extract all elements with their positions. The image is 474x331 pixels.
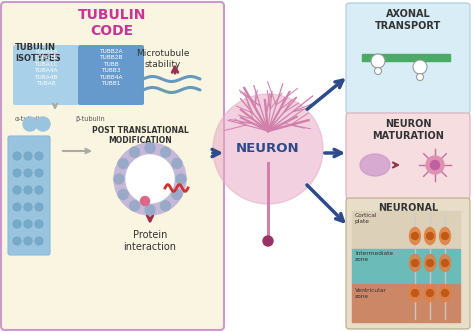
Circle shape (114, 143, 186, 215)
Circle shape (374, 68, 382, 74)
Circle shape (34, 202, 44, 212)
Bar (352, 284, 460, 322)
Circle shape (427, 290, 434, 297)
Text: NEURON
MATURATION: NEURON MATURATION (372, 119, 444, 141)
Text: α-tubulin: α-tubulin (15, 116, 45, 122)
Circle shape (441, 232, 448, 240)
Circle shape (417, 73, 423, 80)
Text: AXONAL
TRANSPORT: AXONAL TRANSPORT (375, 9, 441, 31)
Circle shape (161, 201, 171, 211)
Circle shape (118, 159, 128, 168)
Circle shape (145, 205, 155, 215)
FancyBboxPatch shape (13, 45, 79, 105)
Ellipse shape (439, 227, 450, 245)
Circle shape (411, 260, 419, 266)
Circle shape (23, 151, 33, 161)
Text: POST TRANSLATIONAL
MODIFICATION: POST TRANSLATIONAL MODIFICATION (91, 126, 188, 145)
Circle shape (129, 147, 139, 157)
Circle shape (34, 168, 44, 178)
Ellipse shape (360, 154, 390, 176)
Circle shape (12, 168, 22, 178)
Circle shape (427, 232, 434, 240)
Ellipse shape (410, 227, 420, 245)
Text: NEURON: NEURON (236, 141, 300, 155)
Circle shape (34, 151, 44, 161)
Circle shape (23, 117, 37, 131)
Circle shape (413, 60, 427, 74)
Text: TUBULIN
CODE: TUBULIN CODE (78, 8, 146, 38)
Circle shape (23, 219, 33, 229)
FancyBboxPatch shape (1, 2, 224, 330)
Circle shape (12, 202, 22, 212)
Circle shape (34, 185, 44, 195)
Circle shape (12, 151, 22, 161)
Ellipse shape (425, 285, 436, 302)
Circle shape (411, 232, 419, 240)
Text: Microtubule
stability: Microtubule stability (136, 49, 190, 69)
Bar (352, 211, 460, 249)
Ellipse shape (439, 285, 450, 302)
Text: TUBB2A
TUBB2B
TUBB
TUBB3
TUBB4A
TUBB1: TUBB2A TUBB2B TUBB TUBB3 TUBB4A TUBB1 (99, 49, 123, 86)
Circle shape (371, 54, 385, 68)
Circle shape (129, 201, 139, 211)
Text: TUBA1A
TUBA1B
TUBA1C
TUBA4A
TUBA4B
TUBA8: TUBA1A TUBA1B TUBA1C TUBA4A TUBA4B TUBA8 (34, 49, 58, 86)
Ellipse shape (425, 255, 436, 271)
Bar (362, 54, 450, 61)
FancyBboxPatch shape (346, 198, 470, 329)
Ellipse shape (410, 255, 420, 271)
Circle shape (12, 185, 22, 195)
FancyBboxPatch shape (346, 3, 470, 114)
Bar (352, 249, 460, 284)
Text: β-tubulin: β-tubulin (75, 116, 105, 122)
FancyBboxPatch shape (8, 136, 50, 255)
Circle shape (426, 156, 444, 174)
Text: NEURONAL
MIGRATION: NEURONAL MIGRATION (377, 203, 439, 225)
Text: Cortical
plate: Cortical plate (355, 213, 377, 224)
Circle shape (172, 159, 182, 168)
Circle shape (161, 147, 171, 157)
Circle shape (118, 190, 128, 200)
Text: Protein
interaction: Protein interaction (124, 230, 176, 253)
Circle shape (36, 117, 50, 131)
Circle shape (145, 143, 155, 153)
Circle shape (411, 290, 419, 297)
Circle shape (23, 202, 33, 212)
Circle shape (34, 219, 44, 229)
FancyBboxPatch shape (78, 45, 144, 105)
Ellipse shape (425, 227, 436, 245)
Text: TUBULIN
ISOTYPES: TUBULIN ISOTYPES (15, 43, 61, 63)
Circle shape (441, 260, 448, 266)
Circle shape (114, 174, 124, 184)
FancyBboxPatch shape (346, 113, 470, 199)
Circle shape (176, 174, 186, 184)
Circle shape (172, 190, 182, 200)
Circle shape (23, 236, 33, 246)
Circle shape (23, 185, 33, 195)
Circle shape (213, 94, 323, 204)
Circle shape (140, 197, 149, 206)
Circle shape (430, 161, 439, 169)
Circle shape (12, 236, 22, 246)
Circle shape (12, 219, 22, 229)
Circle shape (23, 168, 33, 178)
Ellipse shape (410, 285, 420, 302)
Circle shape (34, 236, 44, 246)
Circle shape (441, 290, 448, 297)
Circle shape (126, 155, 174, 203)
Circle shape (263, 236, 273, 246)
Ellipse shape (439, 255, 450, 271)
Text: Ventricular
zone: Ventricular zone (355, 288, 387, 299)
Circle shape (427, 260, 434, 266)
Text: Intermediate
zone: Intermediate zone (355, 251, 393, 262)
